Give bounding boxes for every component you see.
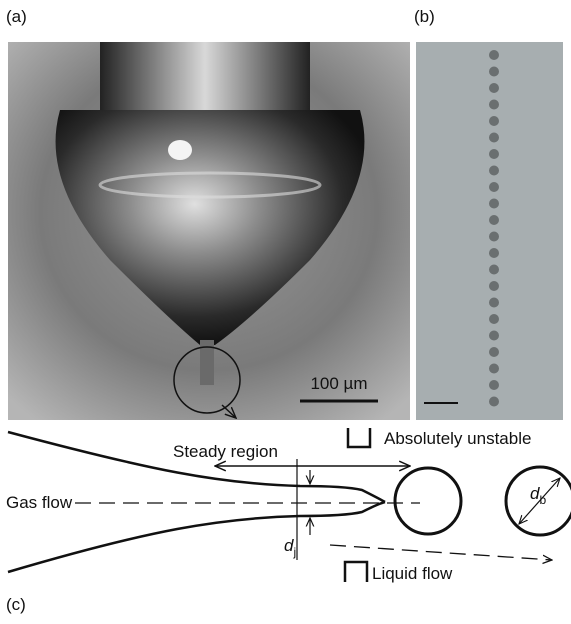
bubble <box>489 100 499 110</box>
bubble <box>489 248 499 258</box>
subscript: b <box>539 493 546 507</box>
scale-bar-label: 100 µm <box>310 374 367 393</box>
bubble <box>489 298 499 308</box>
diagram-c <box>8 428 571 582</box>
steady-region-label: Steady region <box>173 442 278 461</box>
bubble <box>489 232 499 242</box>
bubble <box>489 182 499 192</box>
figure: 100 µm (a) (b) Steady region Absolutely … <box>0 0 571 619</box>
bubble <box>489 149 499 159</box>
photo-a: 100 µm <box>8 42 410 420</box>
gas-flow-label: Gas flow <box>6 493 73 512</box>
bubble <box>489 116 499 126</box>
bubble <box>489 331 499 341</box>
bubble <box>489 199 499 209</box>
absolutely-unstable-label: Absolutely unstable <box>384 429 531 448</box>
photo-b <box>416 42 563 420</box>
jet-diameter-label: dj <box>284 536 296 559</box>
bubble-diameter-label: db <box>530 484 546 507</box>
panel-label: (a) <box>6 7 27 26</box>
liquid-flow-label: Liquid flow <box>372 564 453 583</box>
bubble <box>489 347 499 357</box>
bubble <box>489 67 499 77</box>
bubble <box>489 166 499 176</box>
bubble <box>489 281 499 291</box>
bubble <box>489 314 499 324</box>
bubble <box>489 133 499 143</box>
panel-label: (c) <box>6 595 26 614</box>
bubble <box>489 397 499 407</box>
bubble <box>489 215 499 225</box>
bubble <box>489 50 499 60</box>
bubble <box>489 364 499 374</box>
bubble <box>489 380 499 390</box>
panel-label: (b) <box>414 7 435 26</box>
bubble <box>489 265 499 275</box>
subscript: j <box>292 545 296 559</box>
bubble <box>489 83 499 93</box>
